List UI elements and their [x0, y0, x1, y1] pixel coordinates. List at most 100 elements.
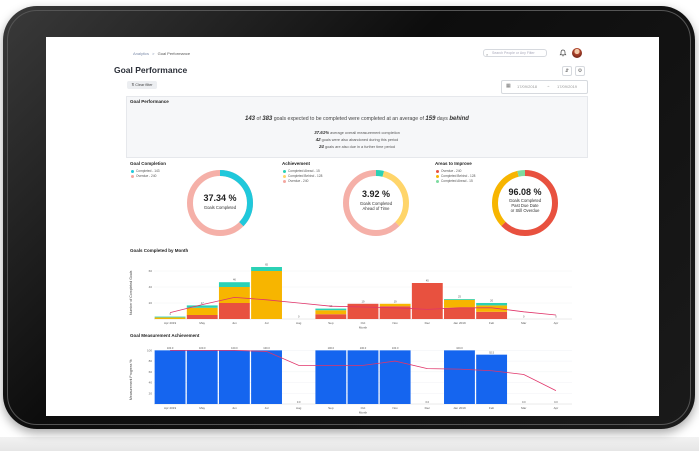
bar-total-label: 0: [555, 315, 557, 319]
goal-completion-card: Goal Completion Completed - 143 Overdue …: [126, 161, 266, 241]
x-axis-title: Month: [359, 326, 368, 330]
bar-value-label: 100.0: [167, 346, 174, 350]
legend-item[interactable]: Overdue - 240: [436, 169, 461, 173]
bar-total-label: 19: [362, 299, 365, 303]
y-tick-label: 40: [149, 285, 153, 289]
legend-item[interactable]: Completed Ahead - 15: [283, 169, 320, 173]
clear-filter-button[interactable]: ⊼ Clear filter: [127, 81, 157, 89]
bar: [444, 350, 475, 404]
bar-segment: [251, 267, 282, 271]
search-icon: ⌕: [486, 52, 489, 57]
bar-total-label: 25: [458, 295, 461, 299]
legend-item[interactable]: Overdue - 240: [131, 174, 156, 178]
legend-item[interactable]: Completed Behind - 128: [436, 174, 475, 178]
bar: [154, 350, 186, 404]
bar: [379, 350, 411, 404]
avatar[interactable]: [572, 48, 582, 58]
areas-donut: [492, 170, 558, 236]
x-tick-label: Mar: [521, 406, 526, 410]
x-tick-label: Nov: [392, 406, 398, 410]
legend-label: Completed - 143: [136, 169, 160, 173]
summary-further: 24 goals are also due in a further time …: [127, 144, 587, 149]
bar-total-label: 17: [201, 301, 204, 305]
donut-caption-line: Past Due Date: [511, 203, 539, 208]
achievement-card: Achievement Completed Ahead - 15 Complet…: [278, 161, 418, 241]
export-button[interactable]: ⇵: [562, 66, 572, 76]
donut-segment: [492, 170, 558, 236]
completed-count: 143: [245, 116, 256, 122]
settings-button[interactable]: ⚙: [575, 66, 585, 76]
donut-caption: Goals Completed: [203, 205, 237, 210]
x-tick-label: Sep: [328, 321, 334, 325]
bar-value-label: 100.0: [328, 346, 335, 350]
x-tick-label: May: [199, 321, 205, 325]
floor-shadow: [0, 437, 699, 451]
legend-swatch: [436, 179, 439, 183]
date-range-picker[interactable]: ▦ 17/09/2018 → 17/09/2019: [501, 80, 588, 94]
x-tick-label: Aug: [296, 321, 302, 325]
bar-segment: [218, 303, 250, 319]
bar-segment: [315, 310, 347, 315]
bar-total-label: 20: [490, 299, 493, 303]
legend-swatch: [283, 174, 286, 178]
bar-segment: [186, 305, 218, 308]
x-tick-label: Jan 2019: [453, 406, 466, 410]
legend-item[interactable]: Completed - 143: [131, 169, 160, 173]
summary-abandoned: 42 goals were also abandoned during this…: [127, 137, 587, 142]
export-icon: ⇵: [564, 68, 570, 74]
goal-completion-donut: [187, 170, 253, 236]
further-count: 24: [318, 144, 324, 149]
behind-word: behind: [449, 116, 469, 122]
bar-value-label: 0.0: [426, 400, 430, 404]
bell-icon[interactable]: [559, 49, 567, 57]
bar-value-label: 100.0: [392, 346, 399, 350]
y-tick-label: 20: [149, 301, 153, 305]
tablet-device: Analytics > Goal Performance ⌕ Search Pe…: [3, 6, 695, 429]
breadcrumb-separator: >: [152, 51, 155, 56]
page-title: Goal Performance: [114, 65, 188, 75]
bar-segment: [315, 308, 347, 311]
chart1-ylabel: Number of Completed Goals: [129, 270, 133, 315]
bar: [186, 350, 218, 404]
bar: [347, 350, 379, 404]
donut-caption-line: Goals Completed: [359, 201, 393, 206]
bar-segment: [444, 299, 475, 300]
y-tick-label: 40: [149, 381, 153, 385]
x-tick-label: Dec: [425, 406, 431, 410]
x-tick-label: Apr: [554, 321, 559, 325]
bar-total-label: 65: [265, 263, 268, 267]
measurement-achievement-chart: 100 80 60 40 20 100.0 Apr 2019 100.0 May 100.0 Jun…: [147, 346, 572, 415]
y-tick-label: 100: [147, 348, 152, 352]
clear-filter-label: Clear filter: [135, 83, 153, 87]
date-to[interactable]: 17/09/2019: [557, 84, 578, 89]
x-tick-label: Mar: [521, 321, 526, 325]
bar: [315, 350, 347, 404]
bar-total-label: 0: [298, 315, 300, 319]
bar-segment: [476, 311, 508, 319]
legend-item[interactable]: Overdue - 240: [283, 179, 308, 183]
bar-segment: [476, 303, 508, 306]
legend-item[interactable]: Completed Ahead - 15: [436, 179, 473, 183]
bar-segment: [251, 271, 282, 319]
expected-count: 383: [262, 116, 273, 122]
search-input[interactable]: ⌕ Search People or Any Filter: [483, 49, 547, 57]
x-tick-label: Feb: [489, 321, 495, 325]
donut-percent: 96.08 %: [508, 187, 542, 197]
y-tick-label: 60: [149, 269, 153, 273]
breadcrumb-root[interactable]: Analytics: [133, 51, 150, 56]
donut-completed: [187, 170, 253, 236]
date-from[interactable]: 17/09/2018: [517, 84, 538, 89]
donut-caption-line: Ahead of Time: [362, 206, 390, 211]
x-tick-label: Jan 2019: [453, 321, 466, 325]
bar-total-label: 0: [523, 315, 525, 319]
x-tick-label: Sep: [328, 406, 334, 410]
bar-segment: [476, 305, 508, 312]
x-tick-label: Feb: [489, 406, 495, 410]
y-tick-label: 80: [149, 359, 153, 363]
x-tick-label: Apr: [554, 406, 559, 410]
bar-segment: [154, 316, 186, 318]
legend-item[interactable]: Completed Behind - 128: [283, 174, 322, 178]
bar-value-label: 100.0: [199, 346, 206, 350]
x-axis-title: Month: [359, 411, 368, 415]
x-tick-label: Jun: [232, 321, 237, 325]
